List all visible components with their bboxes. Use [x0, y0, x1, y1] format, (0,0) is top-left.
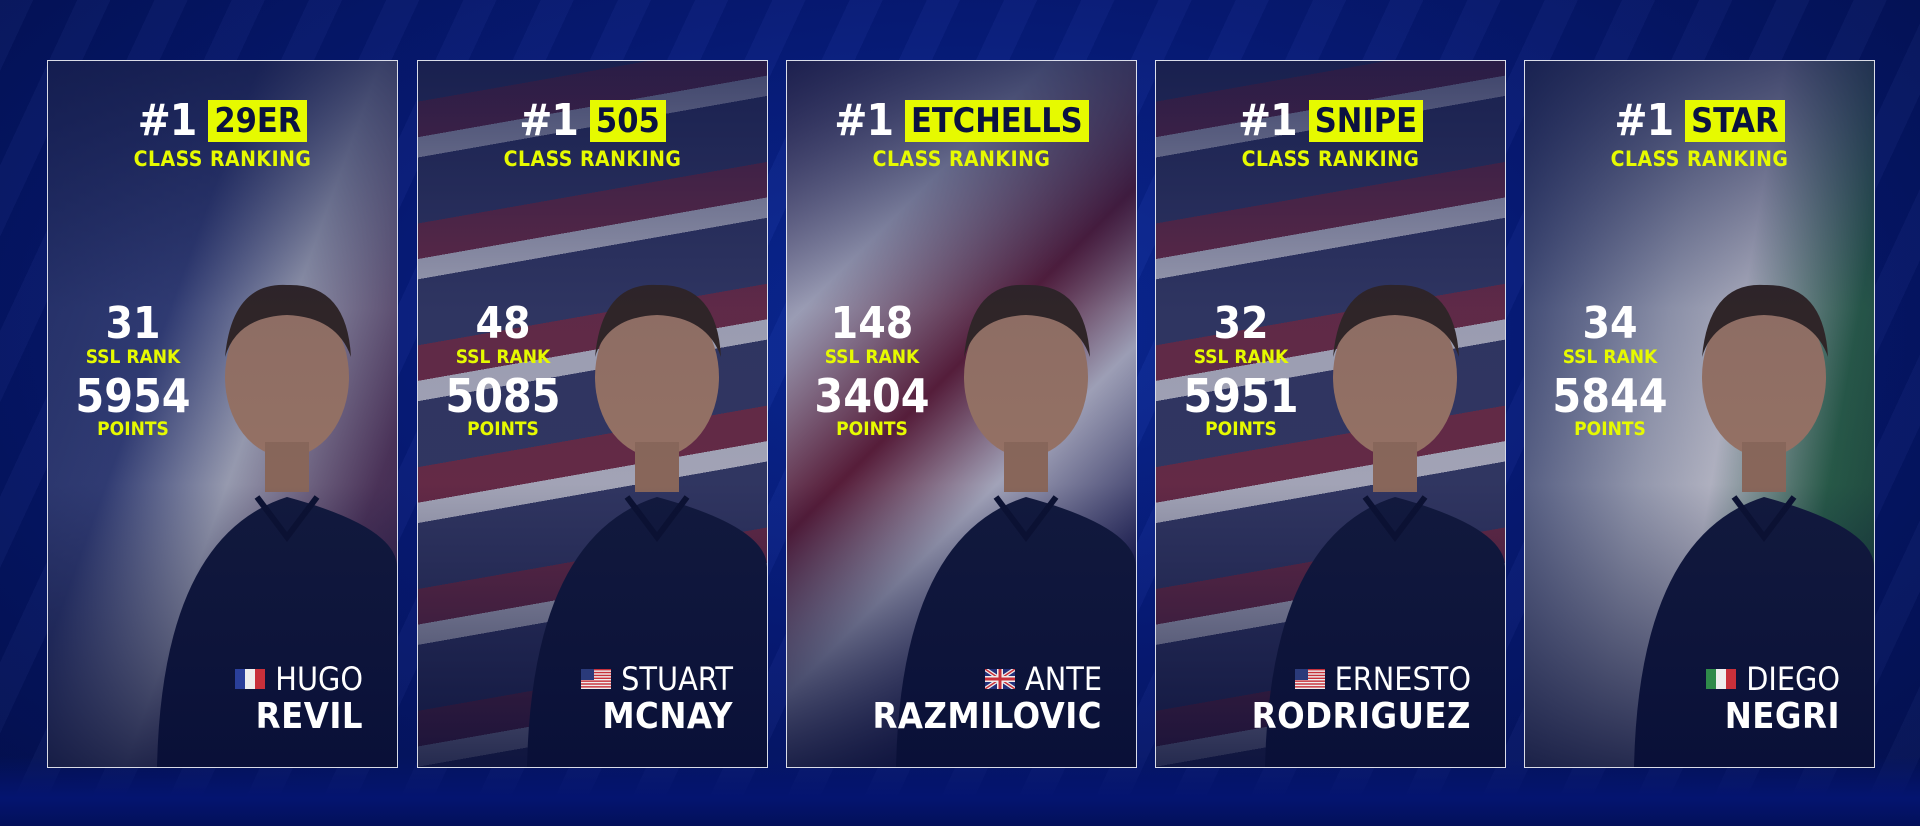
class-ranking-label: CLASS RANKING: [133, 147, 312, 171]
usa-flag-icon: [1294, 669, 1325, 689]
italy-flag-icon: [1706, 669, 1737, 689]
class-ranking-header: #1 ETCHELLS CLASS RANKING: [787, 99, 1136, 171]
class-ranking-header: #1 STAR CLASS RANKING: [1525, 95, 1874, 172]
points-label: POINTS: [1205, 418, 1277, 440]
ssl-rank-label: SSL RANK: [455, 346, 551, 368]
first-name: HUGO: [275, 660, 363, 698]
athlete-card-rodriguez[interactable]: #1 SNIPE CLASS RANKING 32 SSL RANK 5951 …: [1155, 60, 1506, 768]
ssl-rank-label: SSL RANK: [1562, 346, 1658, 368]
class-badge: 505: [589, 100, 666, 142]
card-shade: [1525, 61, 1874, 767]
france-flag-icon: [235, 669, 266, 689]
card-shade: [787, 61, 1136, 767]
ssl-rank-label: SSL RANK: [1193, 346, 1289, 368]
points-value: 5954: [75, 369, 191, 423]
points-value: 5951: [1183, 369, 1299, 423]
class-ranking-header: #1 505 CLASS RANKING: [418, 95, 767, 172]
points-value: 5844: [1552, 369, 1668, 423]
ssl-rank-label: SSL RANK: [85, 346, 181, 368]
stats-block: 148 SSL RANK 3404 POINTS: [797, 298, 947, 440]
first-name: STUART: [621, 660, 733, 698]
rank-number: #1: [1614, 95, 1674, 146]
class-badge: SNIPE: [1308, 100, 1424, 142]
first-name: DIEGO: [1746, 660, 1840, 698]
class-ranking-label: CLASS RANKING: [1610, 147, 1789, 171]
class-ranking-header: #1 SNIPE CLASS RANKING: [1156, 99, 1505, 171]
class-badge: 29ER: [208, 100, 308, 142]
ssl-rank-value: 31: [105, 298, 161, 349]
last-name: MCNAY: [602, 696, 733, 737]
stats-block: 31 SSL RANK 5954 POINTS: [58, 298, 208, 440]
ssl-rank-value: 32: [1213, 298, 1269, 349]
ssl-rank-value: 34: [1582, 298, 1638, 349]
points-label: POINTS: [97, 418, 169, 440]
points-label: POINTS: [1574, 418, 1646, 440]
usa-flag-icon: [581, 669, 612, 689]
last-name: RAZMILOVIC: [872, 696, 1102, 737]
class-badge: ETCHELLS: [904, 100, 1089, 142]
athlete-card-mcnay[interactable]: #1 505 CLASS RANKING 48 SSL RANK 5085 PO…: [417, 60, 768, 768]
points-value: 5085: [445, 369, 561, 423]
ssl-rank-value: 148: [830, 298, 914, 349]
athlete-name: STUART MCNAY: [581, 661, 733, 737]
stats-block: 32 SSL RANK 5951 POINTS: [1166, 298, 1316, 440]
uk-flag-icon: [985, 669, 1016, 689]
class-ranking-label: CLASS RANKING: [503, 147, 682, 171]
points-value: 3404: [814, 369, 930, 423]
rank-number: #1: [834, 95, 894, 146]
rank-number: #1: [1237, 95, 1298, 146]
class-ranking-label: CLASS RANKING: [1241, 147, 1420, 171]
ssl-rank-label: SSL RANK: [824, 346, 920, 368]
ssl-rank-value: 48: [475, 298, 531, 349]
card-shade: [418, 61, 767, 767]
athlete-name: HUGO REVIL: [235, 661, 363, 737]
athlete-name: ERNESTO RODRIGUEZ: [1252, 661, 1471, 737]
athlete-name: DIEGO NEGRI: [1706, 661, 1840, 737]
class-ranking-label: CLASS RANKING: [872, 147, 1051, 171]
athlete-card-negri[interactable]: #1 STAR CLASS RANKING 34 SSL RANK 5844 P…: [1524, 60, 1875, 768]
points-label: POINTS: [467, 418, 539, 440]
class-ranking-header: #1 29ER CLASS RANKING: [48, 95, 397, 172]
stats-block: 48 SSL RANK 5085 POINTS: [428, 298, 578, 440]
athlete-name: ANTE RAZMILOVIC: [872, 661, 1102, 737]
last-name: REVIL: [255, 696, 363, 737]
last-name: NEGRI: [1724, 696, 1840, 737]
first-name: ANTE: [1025, 660, 1102, 698]
last-name: RODRIGUEZ: [1251, 696, 1471, 737]
athlete-card-razmilovic[interactable]: #1 ETCHELLS CLASS RANKING 148 SSL RANK 3…: [786, 60, 1137, 768]
first-name: ERNESTO: [1334, 660, 1471, 698]
card-shade: [1156, 61, 1505, 767]
stats-block: 34 SSL RANK 5844 POINTS: [1535, 298, 1685, 440]
rank-number: #1: [137, 95, 198, 146]
class-badge: STAR: [1685, 100, 1785, 142]
rank-number: #1: [519, 95, 579, 146]
athlete-card-revil[interactable]: #1 29ER CLASS RANKING 31 SSL RANK 5954 P…: [47, 60, 398, 768]
card-shade: [48, 61, 397, 767]
points-label: POINTS: [836, 418, 908, 440]
